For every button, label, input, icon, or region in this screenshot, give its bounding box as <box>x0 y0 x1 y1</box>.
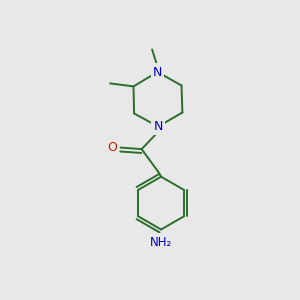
Text: N: N <box>153 65 162 79</box>
Text: O: O <box>107 141 117 154</box>
Text: NH₂: NH₂ <box>150 236 172 249</box>
Text: N: N <box>153 120 163 133</box>
